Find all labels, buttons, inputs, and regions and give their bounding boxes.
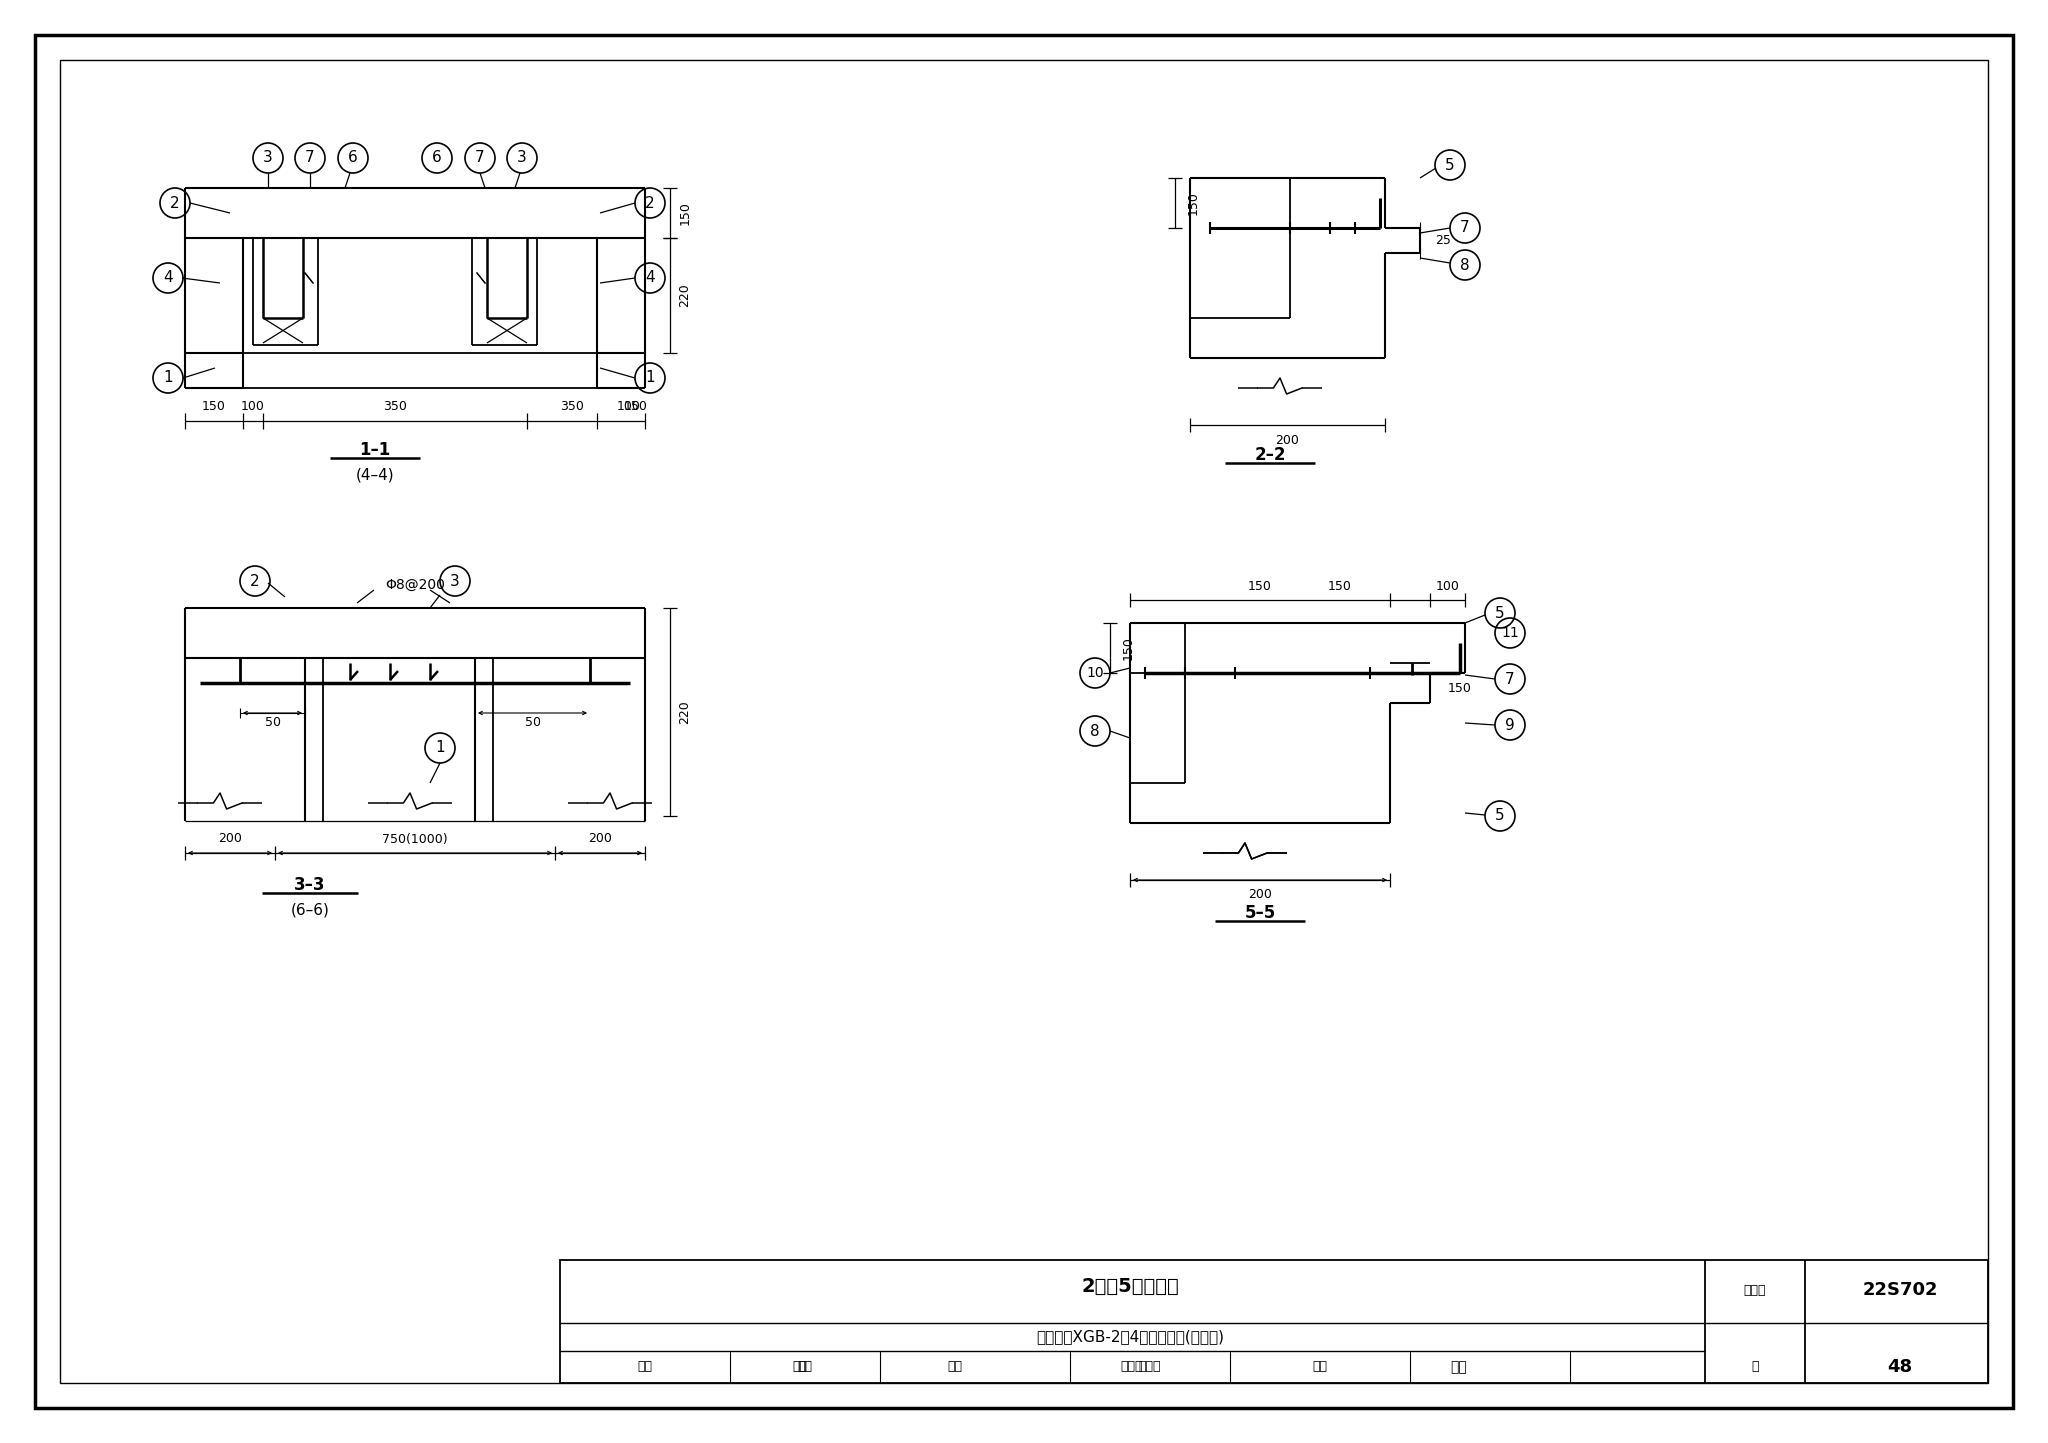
Text: 48: 48 xyxy=(1888,1358,1913,1377)
Text: 审核: 审核 xyxy=(637,1361,653,1374)
Text: 10: 10 xyxy=(1085,667,1104,680)
Text: 25: 25 xyxy=(1436,234,1450,247)
Text: 3: 3 xyxy=(262,150,272,166)
Text: 200: 200 xyxy=(1247,889,1272,902)
Text: 3: 3 xyxy=(518,150,526,166)
Text: 夏天: 夏天 xyxy=(1450,1359,1466,1374)
Text: 50: 50 xyxy=(524,717,541,730)
Text: 2: 2 xyxy=(170,195,180,211)
Text: (4–4): (4–4) xyxy=(356,468,395,482)
Text: Φ8@200: Φ8@200 xyxy=(385,579,444,592)
Text: 150: 150 xyxy=(1186,190,1200,215)
Text: 5: 5 xyxy=(1446,157,1454,173)
Text: (6–6): (6–6) xyxy=(291,902,330,918)
Text: 350: 350 xyxy=(383,400,408,413)
Text: 200: 200 xyxy=(1276,433,1298,446)
Text: 1: 1 xyxy=(645,371,655,385)
Text: 4: 4 xyxy=(164,270,172,286)
Text: 200: 200 xyxy=(588,833,612,846)
Bar xyxy=(559,1260,1989,1382)
Text: 5: 5 xyxy=(1495,606,1505,620)
Text: 9: 9 xyxy=(1505,717,1516,733)
Text: 7: 7 xyxy=(305,150,315,166)
Text: 150: 150 xyxy=(1327,580,1352,593)
Text: 8: 8 xyxy=(1090,723,1100,739)
Text: 3: 3 xyxy=(451,573,461,589)
Text: 洪财渊: 洪财渊 xyxy=(1120,1361,1143,1374)
Text: 现浇盖板XGB-2、4配筋剖面图(无覆土): 现浇盖板XGB-2、4配筋剖面图(无覆土) xyxy=(1036,1329,1225,1345)
Text: 6: 6 xyxy=(348,150,358,166)
Text: 150: 150 xyxy=(203,400,225,413)
Text: 5: 5 xyxy=(1495,808,1505,824)
Text: 页: 页 xyxy=(1751,1361,1759,1374)
Text: 100: 100 xyxy=(242,400,264,413)
Text: 设计: 设计 xyxy=(1313,1361,1327,1374)
Text: 22S702: 22S702 xyxy=(1862,1281,1937,1299)
Text: 5–5: 5–5 xyxy=(1245,903,1276,922)
Text: 150: 150 xyxy=(1122,636,1135,659)
Text: 150: 150 xyxy=(625,400,647,413)
Text: 1: 1 xyxy=(164,371,172,385)
Text: 150: 150 xyxy=(1448,681,1473,694)
Text: 1: 1 xyxy=(434,740,444,756)
Text: 350: 350 xyxy=(559,400,584,413)
Text: 7: 7 xyxy=(1505,671,1516,687)
Text: 11: 11 xyxy=(1501,626,1520,641)
Text: 4: 4 xyxy=(645,270,655,286)
Text: 王军: 王军 xyxy=(793,1361,807,1374)
Text: 100: 100 xyxy=(1436,580,1460,593)
Text: 200: 200 xyxy=(217,833,242,846)
Text: 1–1: 1–1 xyxy=(358,442,391,459)
Text: 150: 150 xyxy=(678,201,692,225)
Text: 150: 150 xyxy=(1247,580,1272,593)
Text: 7: 7 xyxy=(475,150,485,166)
Text: 图集号: 图集号 xyxy=(1743,1283,1765,1296)
Text: 50: 50 xyxy=(264,717,281,730)
Text: 220: 220 xyxy=(678,700,692,724)
Text: 王军: 王军 xyxy=(797,1361,813,1374)
Text: 2–2: 2–2 xyxy=(1253,446,1286,465)
Text: 7: 7 xyxy=(1460,221,1470,235)
Text: 8: 8 xyxy=(1460,257,1470,273)
Text: 2号～5号化粪池: 2号～5号化粪池 xyxy=(1081,1277,1180,1296)
Text: 洪财源: 洪财源 xyxy=(1139,1361,1161,1374)
Text: 2: 2 xyxy=(645,195,655,211)
Text: 100: 100 xyxy=(616,400,641,413)
Text: 750(1000): 750(1000) xyxy=(383,833,449,846)
Text: 3–3: 3–3 xyxy=(295,876,326,895)
Text: 220: 220 xyxy=(678,284,692,307)
Text: 校对: 校对 xyxy=(948,1361,963,1374)
Text: 2: 2 xyxy=(250,573,260,589)
Text: 6: 6 xyxy=(432,150,442,166)
